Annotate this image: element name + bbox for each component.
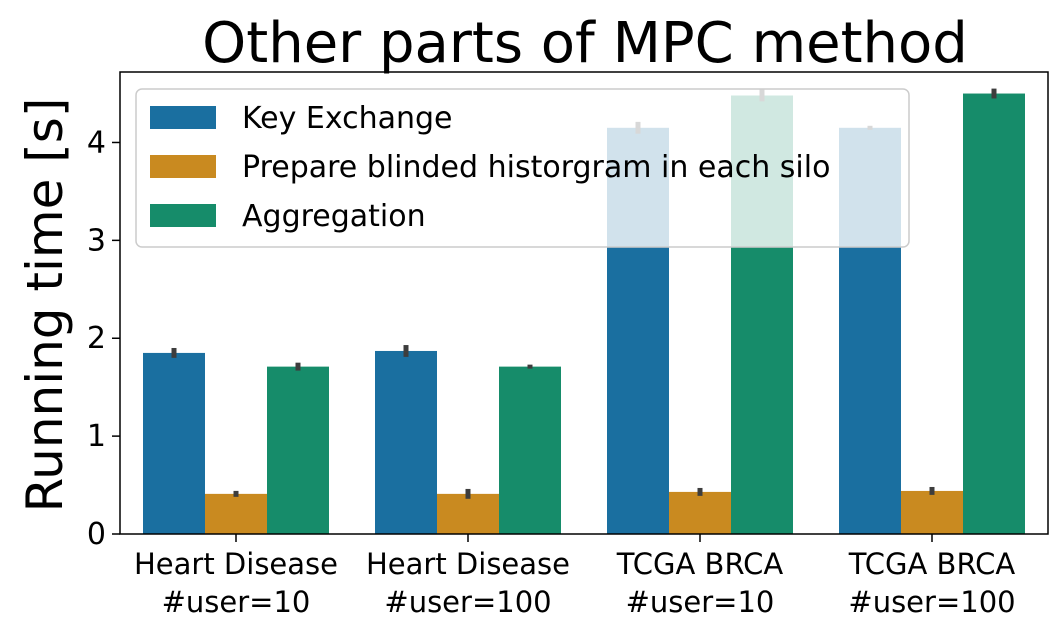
- y-tick-label: 3: [87, 223, 106, 258]
- legend-box: [135, 88, 910, 248]
- y-tick-label: 2: [87, 321, 106, 356]
- bar-prepare-blinded-historgram-in-each-silo-2: [669, 491, 731, 534]
- bar-prepare-blinded-historgram-in-each-silo-3: [901, 490, 963, 534]
- bar-aggregation-3: [963, 93, 1025, 534]
- y-tick-label: 4: [87, 125, 106, 160]
- legend-swatch: [150, 155, 216, 178]
- x-tick-label: TCGA BRCA #user=10: [616, 547, 784, 619]
- bar-prepare-blinded-historgram-in-each-silo-0: [205, 493, 267, 534]
- axes-layer: 0 1 2 3 4 Heart Disease #user=10 Heart Disease #…: [87, 71, 1049, 619]
- legend-swatch: [150, 204, 216, 227]
- legend-swatch: [150, 106, 216, 129]
- legend-label: Aggregation: [242, 199, 426, 234]
- chart-title: Other parts of MPC method: [202, 11, 968, 76]
- x-tick-label: TCGA BRCA #user=100: [848, 547, 1016, 619]
- bar-prepare-blinded-historgram-in-each-silo-1: [437, 493, 499, 534]
- y-axis-label: Running time [s]: [16, 98, 74, 513]
- y-tick-label: 1: [87, 419, 106, 454]
- legend-label: Prepare blinded historgram in each silo: [242, 150, 830, 185]
- bar-key-exchange-0: [143, 352, 205, 534]
- plot-frame: [119, 71, 1049, 535]
- bars-layer: [143, 88, 1025, 535]
- legend: Key Exchange Prepare blinded historgram i…: [135, 88, 910, 248]
- bar-key-exchange-1: [375, 350, 437, 534]
- legend-label: Key Exchange: [242, 101, 453, 136]
- x-tick-label: Heart Disease #user=10: [134, 547, 338, 619]
- y-tick-label: 0: [87, 517, 106, 552]
- bar-aggregation-0: [267, 366, 329, 534]
- bar-aggregation-1: [499, 366, 561, 534]
- x-tick-label: Heart Disease #user=100: [366, 547, 570, 619]
